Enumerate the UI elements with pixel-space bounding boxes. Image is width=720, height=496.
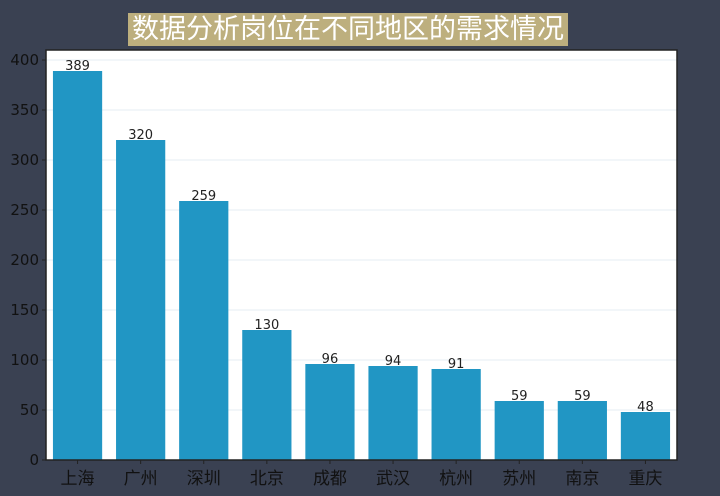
bar-武汉 <box>368 366 418 460</box>
data-label: 320 <box>128 128 153 143</box>
bar-上海 <box>52 71 103 460</box>
data-label: 59 <box>511 389 528 404</box>
x-tick-label: 成都 <box>313 469 347 489</box>
x-tick-label: 北京 <box>250 469 284 489</box>
y-tick-label: 50 <box>20 401 39 419</box>
x-tick-label: 杭州 <box>439 469 473 489</box>
x-tick-label: 苏州 <box>502 469 536 489</box>
y-tick-label: 250 <box>10 201 39 219</box>
x-tick-label: 广州 <box>124 469 158 489</box>
y-tick-label: 100 <box>10 351 39 369</box>
data-label: 96 <box>322 352 339 367</box>
y-tick-label: 400 <box>10 51 39 69</box>
bar-成都 <box>305 364 355 460</box>
chart-title: 数据分析岗位在不同地区的需求情况 <box>128 13 568 46</box>
bar-杭州 <box>431 369 481 460</box>
data-label: 259 <box>191 189 216 204</box>
x-tick-label: 南京 <box>565 469 599 489</box>
y-tick-label: 0 <box>29 451 39 469</box>
data-label: 48 <box>637 400 654 415</box>
bar-苏州 <box>494 401 544 460</box>
bar-深圳 <box>179 201 229 460</box>
data-label: 94 <box>385 354 402 369</box>
x-tick-label: 深圳 <box>187 469 221 489</box>
data-label: 59 <box>574 389 591 404</box>
y-tick-label: 200 <box>10 251 39 269</box>
x-tick-label: 重庆 <box>628 469 662 489</box>
bar-南京 <box>557 401 607 460</box>
data-label: 130 <box>254 318 279 333</box>
data-label: 91 <box>448 357 465 372</box>
y-tick-label: 300 <box>10 151 39 169</box>
bar-广州 <box>116 140 166 460</box>
bar-重庆 <box>620 412 671 460</box>
axes-frame <box>45 49 678 461</box>
bar-北京 <box>242 330 292 460</box>
y-tick-label: 350 <box>10 101 39 119</box>
x-tick-label: 武汉 <box>376 469 410 489</box>
data-label: 389 <box>65 59 90 74</box>
y-tick-label: 150 <box>10 301 39 319</box>
x-tick-label: 上海 <box>61 469 95 489</box>
